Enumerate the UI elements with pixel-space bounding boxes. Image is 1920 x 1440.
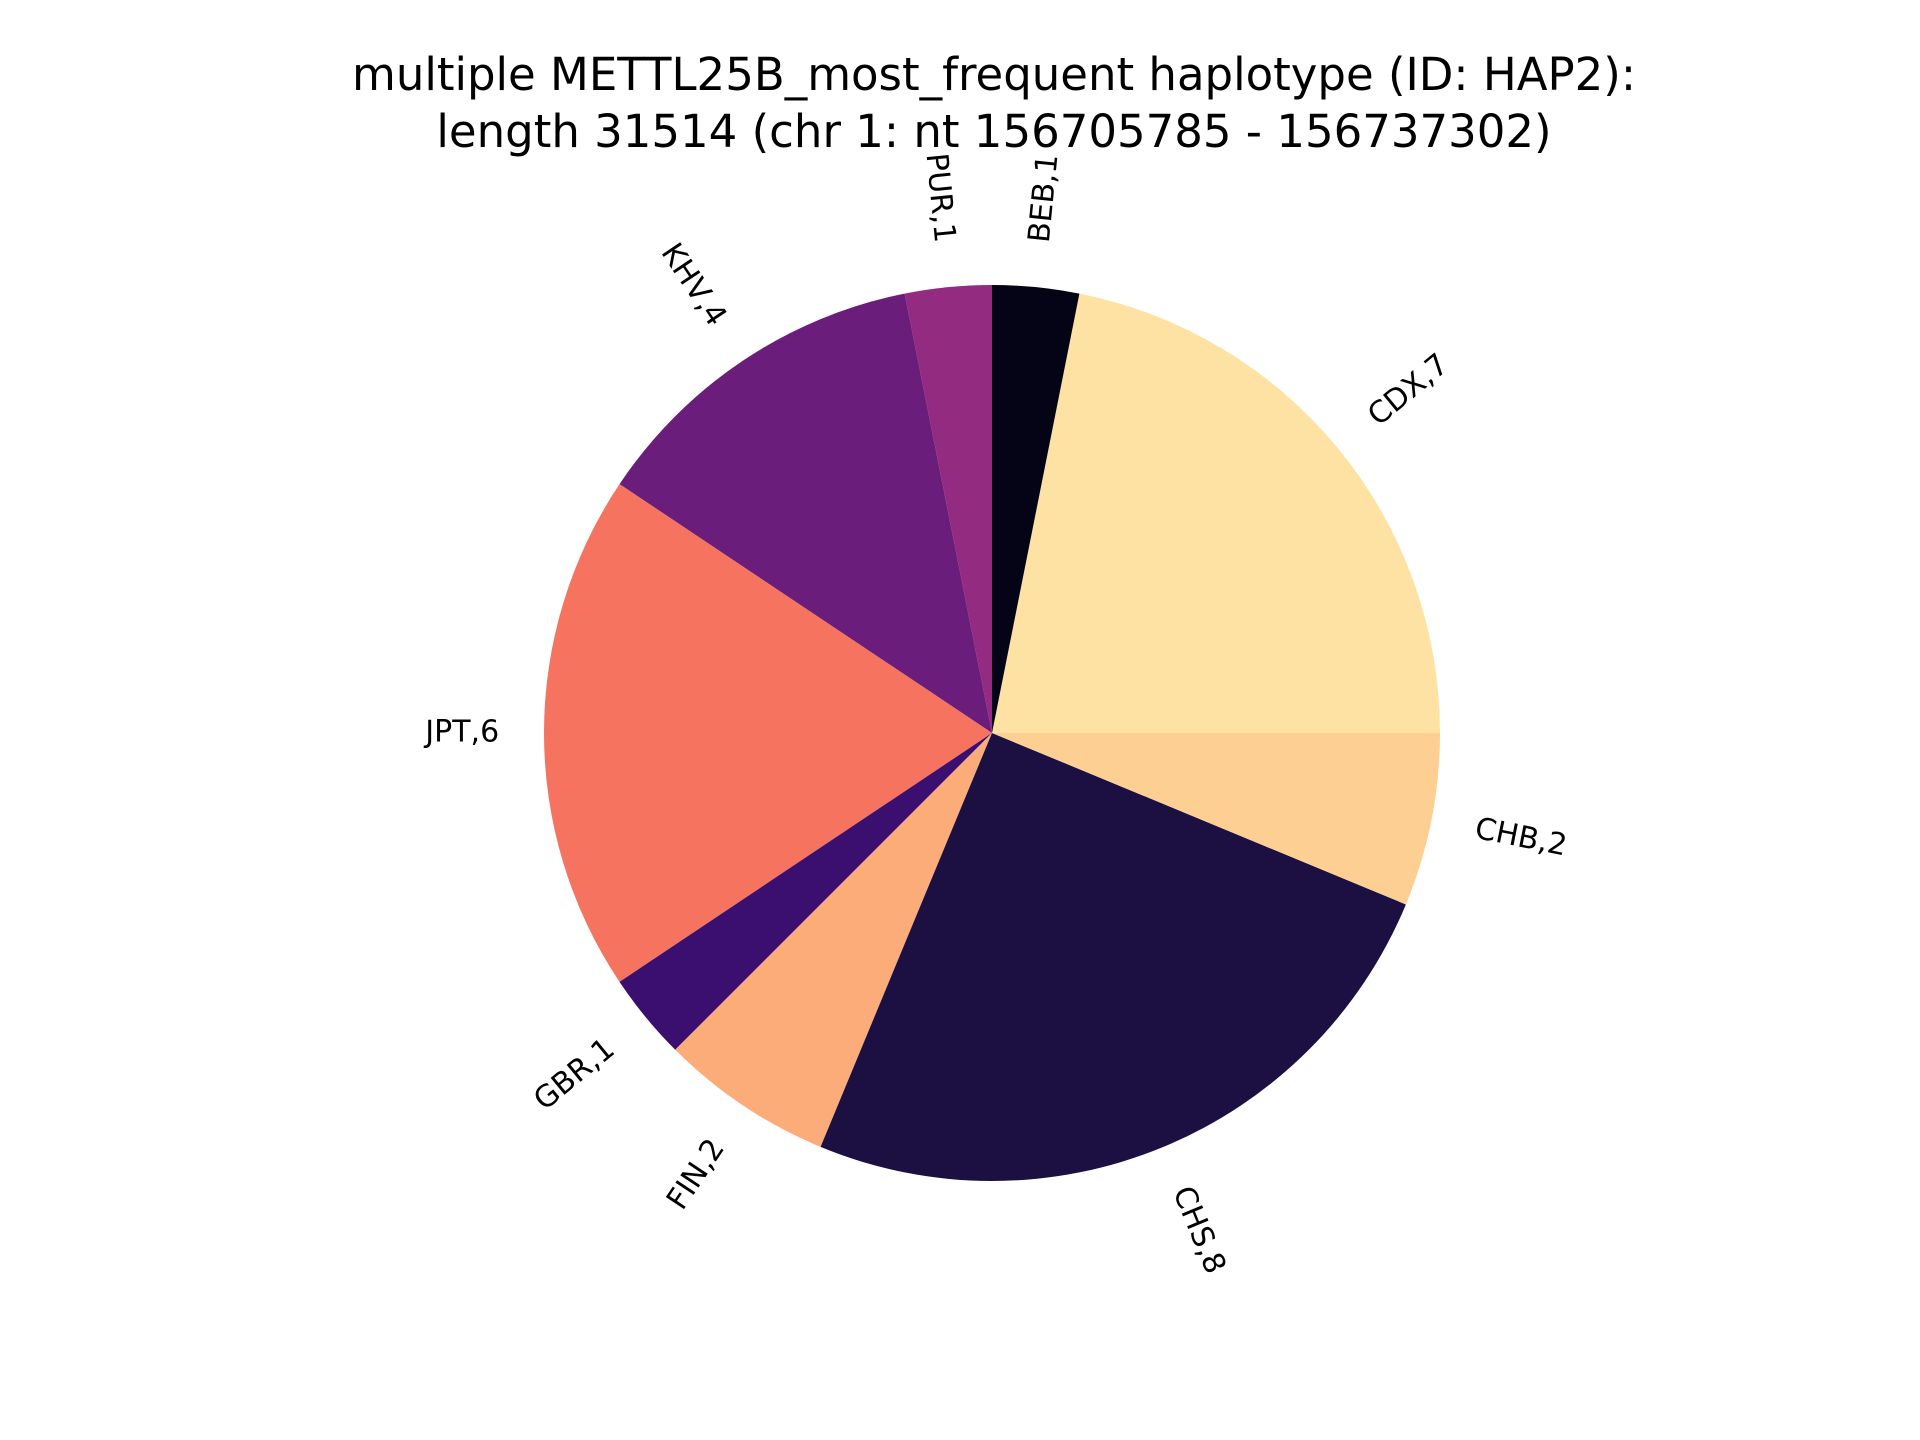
pie-label-beb: BEB,1 [1022,152,1066,244]
pie-label-pur: PUR,1 [918,152,962,245]
pie-slice-cdx [992,293,1440,733]
pie-slice-chs [820,733,1406,1182]
pie-label-khv: KHV,4 [654,237,734,332]
pie-slices [543,285,1440,1182]
pie-slice-chb [992,733,1440,905]
pie-label-fin: FIN,2 [660,1132,732,1216]
pie-label-jpt: JPT,6 [423,715,499,750]
chart-title: multiple METTL25B_most_frequent haplotyp… [352,48,1636,158]
pie-slice-khv [619,293,992,733]
pie-slice-fin [675,733,992,1147]
chart-title-line-1: multiple METTL25B_most_frequent haplotyp… [352,48,1636,101]
chart-title-line-2: length 31514 (chr 1: nt 156705785 - 1567… [436,105,1551,158]
pie-label-cdx: CDX,7 [1361,347,1455,433]
pie-slice-jpt [543,484,992,982]
pie-label-chs: CHS,8 [1165,1181,1232,1279]
pie-slice-beb [992,285,1080,733]
pie-label-gbr: GBR,1 [527,1031,621,1117]
pie-slice-gbr [619,733,992,1050]
pie-slice-pur [904,285,992,733]
pie-label-chb: CHB,2 [1472,811,1570,863]
